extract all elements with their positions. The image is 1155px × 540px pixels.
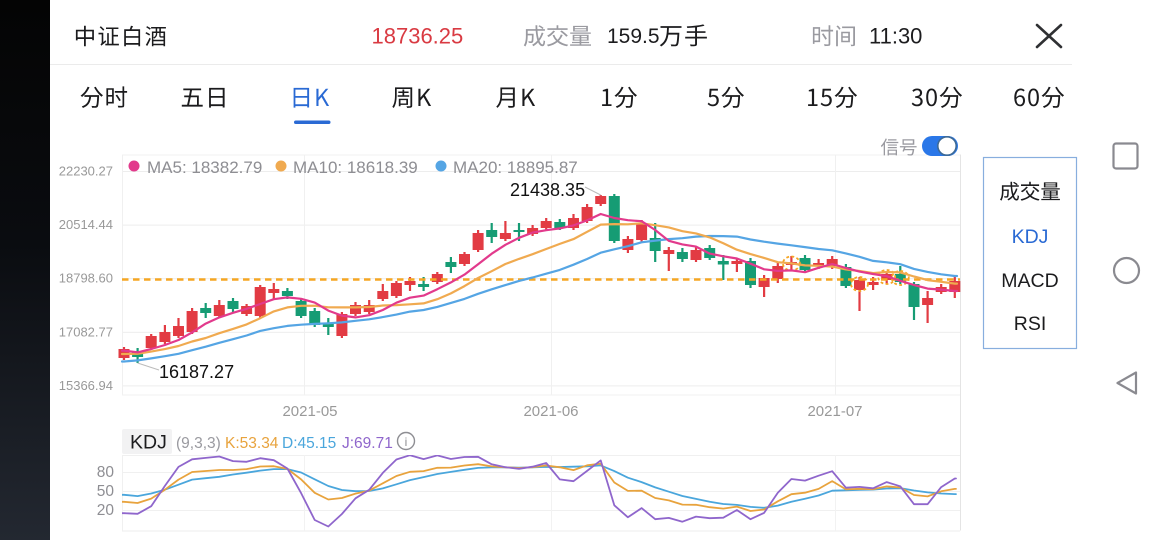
svg-text:MACD: MACD — [1001, 270, 1058, 292]
svg-text:11:30: 11:30 — [869, 24, 922, 49]
svg-text:D:45.15: D:45.15 — [282, 435, 336, 452]
svg-text:21438.35: 21438.35 — [510, 180, 585, 200]
svg-text:K:53.34: K:53.34 — [225, 435, 279, 452]
svg-text:20514.44: 20514.44 — [59, 217, 113, 232]
svg-text:50: 50 — [97, 483, 115, 500]
svg-text:80: 80 — [97, 464, 115, 481]
svg-text:MA5: 18382.79: MA5: 18382.79 — [147, 158, 262, 177]
svg-text:MA20: 18895.87: MA20: 18895.87 — [453, 158, 578, 177]
svg-text:MA10: 18618.39: MA10: 18618.39 — [293, 158, 418, 177]
svg-text:(9,3,3): (9,3,3) — [176, 435, 221, 452]
svg-text:22230.27: 22230.27 — [59, 164, 113, 179]
svg-text:KDJ: KDJ — [130, 432, 167, 454]
svg-text:17082.77: 17082.77 — [59, 324, 113, 339]
svg-text:2021-06: 2021-06 — [523, 403, 578, 420]
svg-text:2021-05: 2021-05 — [282, 403, 337, 420]
svg-text:18736.25: 18736.25 — [372, 24, 464, 49]
svg-text:16187.27: 16187.27 — [159, 362, 234, 382]
svg-text:i: i — [405, 435, 408, 449]
svg-text:18798.60: 18798.60 — [59, 271, 113, 286]
svg-text:2021-07: 2021-07 — [807, 403, 862, 420]
svg-text:159.5: 159.5 — [607, 25, 660, 48]
svg-text:RSI: RSI — [1014, 313, 1047, 335]
svg-text:J:69.71: J:69.71 — [342, 435, 393, 452]
svg-text:15366.94: 15366.94 — [59, 378, 113, 393]
svg-text:KDJ: KDJ — [1012, 226, 1049, 248]
svg-text:20: 20 — [97, 502, 115, 519]
